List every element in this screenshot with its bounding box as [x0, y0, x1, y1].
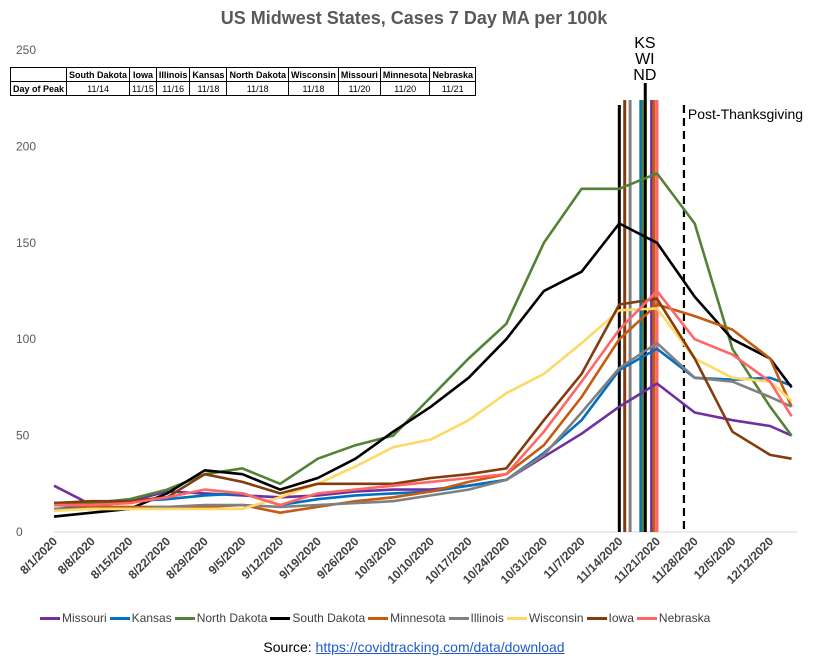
y-tick-label: 0 [16, 525, 23, 539]
peak-table-day: 11/21 [429, 81, 476, 96]
legend-swatch [368, 617, 389, 621]
legend-swatch [448, 617, 469, 621]
series-line-missouri [53, 382, 793, 507]
peak-state-annotation: WI [635, 51, 655, 68]
peak-markers [617, 83, 686, 532]
legend-label: Illinois [470, 611, 504, 625]
x-axis: 8/1/20208/8/20208/15/20208/22/20208/29/2… [17, 531, 797, 587]
post-thanksgiving-annotation: Post-Thanksgiving [688, 106, 803, 122]
legend-label: Iowa [608, 611, 634, 625]
source-label: Source: [263, 639, 316, 655]
peak-table-day: 11/14 [66, 81, 131, 96]
legend-swatch [174, 617, 195, 621]
legend: Missouri Kansas North Dakota South Dakota Mi… [40, 611, 800, 625]
peak-table-day: 11/16 [155, 81, 191, 96]
y-axis: 0 50 100 150 200 250 [16, 43, 36, 539]
legend-item: Minnesota [368, 611, 446, 625]
peak-table-row-label: Day of Peak [9, 81, 68, 96]
legend-item: Wisconsin [506, 611, 584, 625]
x-tick-label: 8/1/2020 [17, 534, 60, 577]
legend-item: Illinois [448, 611, 504, 625]
legend-swatch [586, 617, 607, 621]
legend-swatch [40, 617, 60, 621]
legend-item: Missouri [40, 611, 107, 625]
legend-label: Nebraska [658, 611, 711, 625]
series-line-illinois [54, 341, 793, 511]
source-link[interactable]: https://covidtracking.com/data/download [315, 639, 565, 655]
x-tick-label: 8/29/2020 [163, 534, 211, 582]
peak-table-day-row: Day of Peak 11/14 11/15 11/16 11/18 11/1… [9, 81, 476, 96]
source-line: Source: https://covidtracking.com/data/d… [0, 639, 828, 655]
peak-table-day: 11/18 [189, 81, 228, 96]
y-tick-label: 250 [16, 43, 36, 57]
legend-label: Minnesota [390, 611, 446, 625]
line-chart: 0 50 100 150 200 250 8/1/20208/8/20208/15/202… [16, 35, 803, 587]
legend-label: North Dakota [196, 611, 268, 625]
legend-swatch [506, 617, 527, 621]
series-line-nebraska [54, 289, 793, 507]
legend-label: South Dakota [292, 611, 366, 625]
legend-item: Nebraska [636, 611, 711, 625]
legend-item: Kansas [109, 611, 172, 625]
peak-table-day: 11/18 [287, 81, 339, 96]
peak-state-annotation: ND [633, 67, 656, 84]
legend-item: South Dakota [270, 611, 365, 625]
legend-label: Wisconsin [528, 611, 584, 625]
legend-item: Iowa [586, 611, 634, 625]
legend-item: North Dakota [174, 611, 268, 625]
series-line-wisconsin [53, 307, 793, 513]
series-line-south-dakota [53, 222, 793, 518]
peak-table-day: 11/20 [337, 81, 381, 96]
legend-label: Missouri [62, 611, 107, 625]
peak-table-header-row: South Dakota Iowa Illinois Kansas North … [9, 67, 476, 82]
y-tick-label: 50 [16, 429, 30, 443]
peak-day-table: South Dakota Iowa Illinois Kansas North … [9, 67, 476, 96]
series-line-kansas [53, 347, 793, 511]
legend-swatch [109, 617, 130, 621]
legend-label: Kansas [131, 611, 172, 625]
legend-swatch [270, 617, 291, 621]
chart-title: US Midwest States, Cases 7 Day MA per 10… [220, 8, 608, 28]
y-tick-label: 200 [16, 139, 36, 153]
y-tick-label: 100 [16, 332, 36, 346]
series-line-iowa [53, 297, 792, 505]
peak-table-day: 11/20 [379, 81, 431, 96]
peak-table-day: 11/15 [129, 81, 157, 96]
peak-state-annotation: KS [634, 35, 655, 52]
y-tick-label: 150 [16, 236, 36, 250]
series-lines [53, 172, 793, 518]
legend-swatch [636, 617, 657, 621]
